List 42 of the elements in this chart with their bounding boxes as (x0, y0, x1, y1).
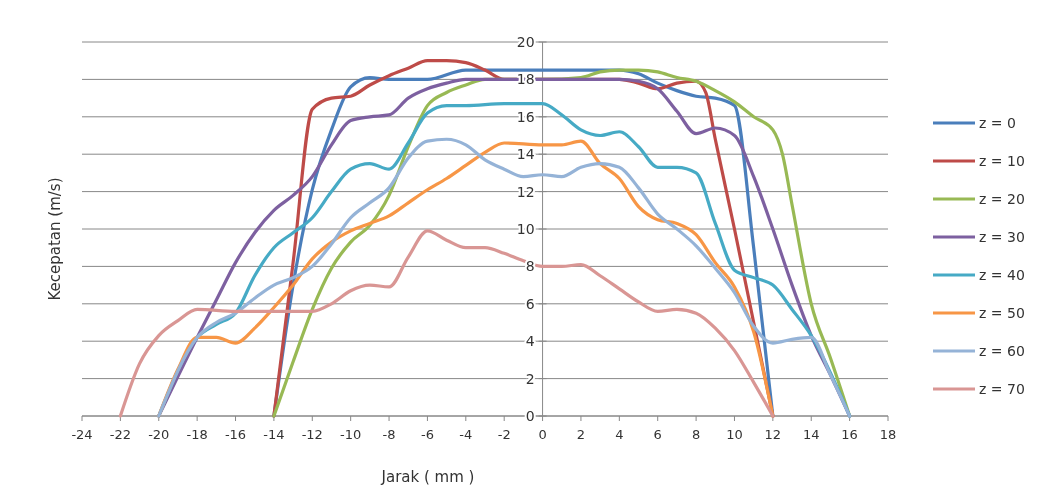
x-tick-label: -4 (459, 427, 473, 442)
x-tick-label: 18 (879, 427, 897, 442)
x-axis-title: Jarak ( mm ) (380, 468, 475, 486)
y-tick-label: 0 (525, 408, 535, 424)
x-tick-label: -22 (109, 427, 131, 442)
x-tick-label: -24 (71, 427, 93, 442)
x-tick-label: -8 (382, 427, 396, 442)
y-tick-label: 2 (525, 370, 535, 387)
y-tick-label: 6 (525, 295, 535, 312)
x-tick-label: 12 (764, 427, 782, 442)
x-tick-label: -18 (186, 427, 208, 442)
x-tick-label: 2 (576, 427, 586, 442)
y-tick-label: 20 (516, 34, 535, 50)
x-tick-label: -20 (148, 427, 170, 442)
y-tick-label: 12 (516, 183, 535, 200)
x-tick-label: -14 (263, 427, 285, 442)
x-tick-label: 14 (802, 427, 820, 442)
x-tick-label: -16 (224, 427, 247, 442)
x-tick-label: -12 (301, 427, 323, 442)
legend-label: z = 50 (979, 305, 1025, 321)
x-tick-label: -2 (497, 427, 511, 442)
x-tick-label: 4 (615, 427, 624, 442)
x-tick-label: 6 (653, 427, 662, 442)
x-tick-label: 16 (841, 427, 858, 442)
x-tick-label: 10 (726, 427, 743, 442)
legend-label: z = 60 (979, 343, 1025, 359)
y-axis-title: Kecepatan (m/s) (46, 177, 64, 301)
legend-label: z = 20 (979, 191, 1025, 207)
legend-label: z = 70 (979, 381, 1025, 397)
x-tick-label: 8 (691, 427, 701, 442)
y-tick-label: 10 (516, 221, 535, 237)
legend-label: z = 10 (979, 153, 1025, 169)
legend-label: z = 40 (979, 267, 1025, 283)
y-tick-label: 8 (525, 258, 535, 275)
x-tick-label: -6 (420, 427, 434, 442)
legend-label: z = 30 (979, 229, 1025, 245)
x-tick-label: -10 (340, 427, 362, 442)
x-tick-label: 0 (538, 427, 547, 442)
y-tick-label: 4 (525, 333, 535, 350)
y-tick-label: 16 (516, 108, 535, 125)
legend-label: z = 0 (979, 115, 1016, 131)
y-tick-label: 14 (516, 146, 535, 163)
